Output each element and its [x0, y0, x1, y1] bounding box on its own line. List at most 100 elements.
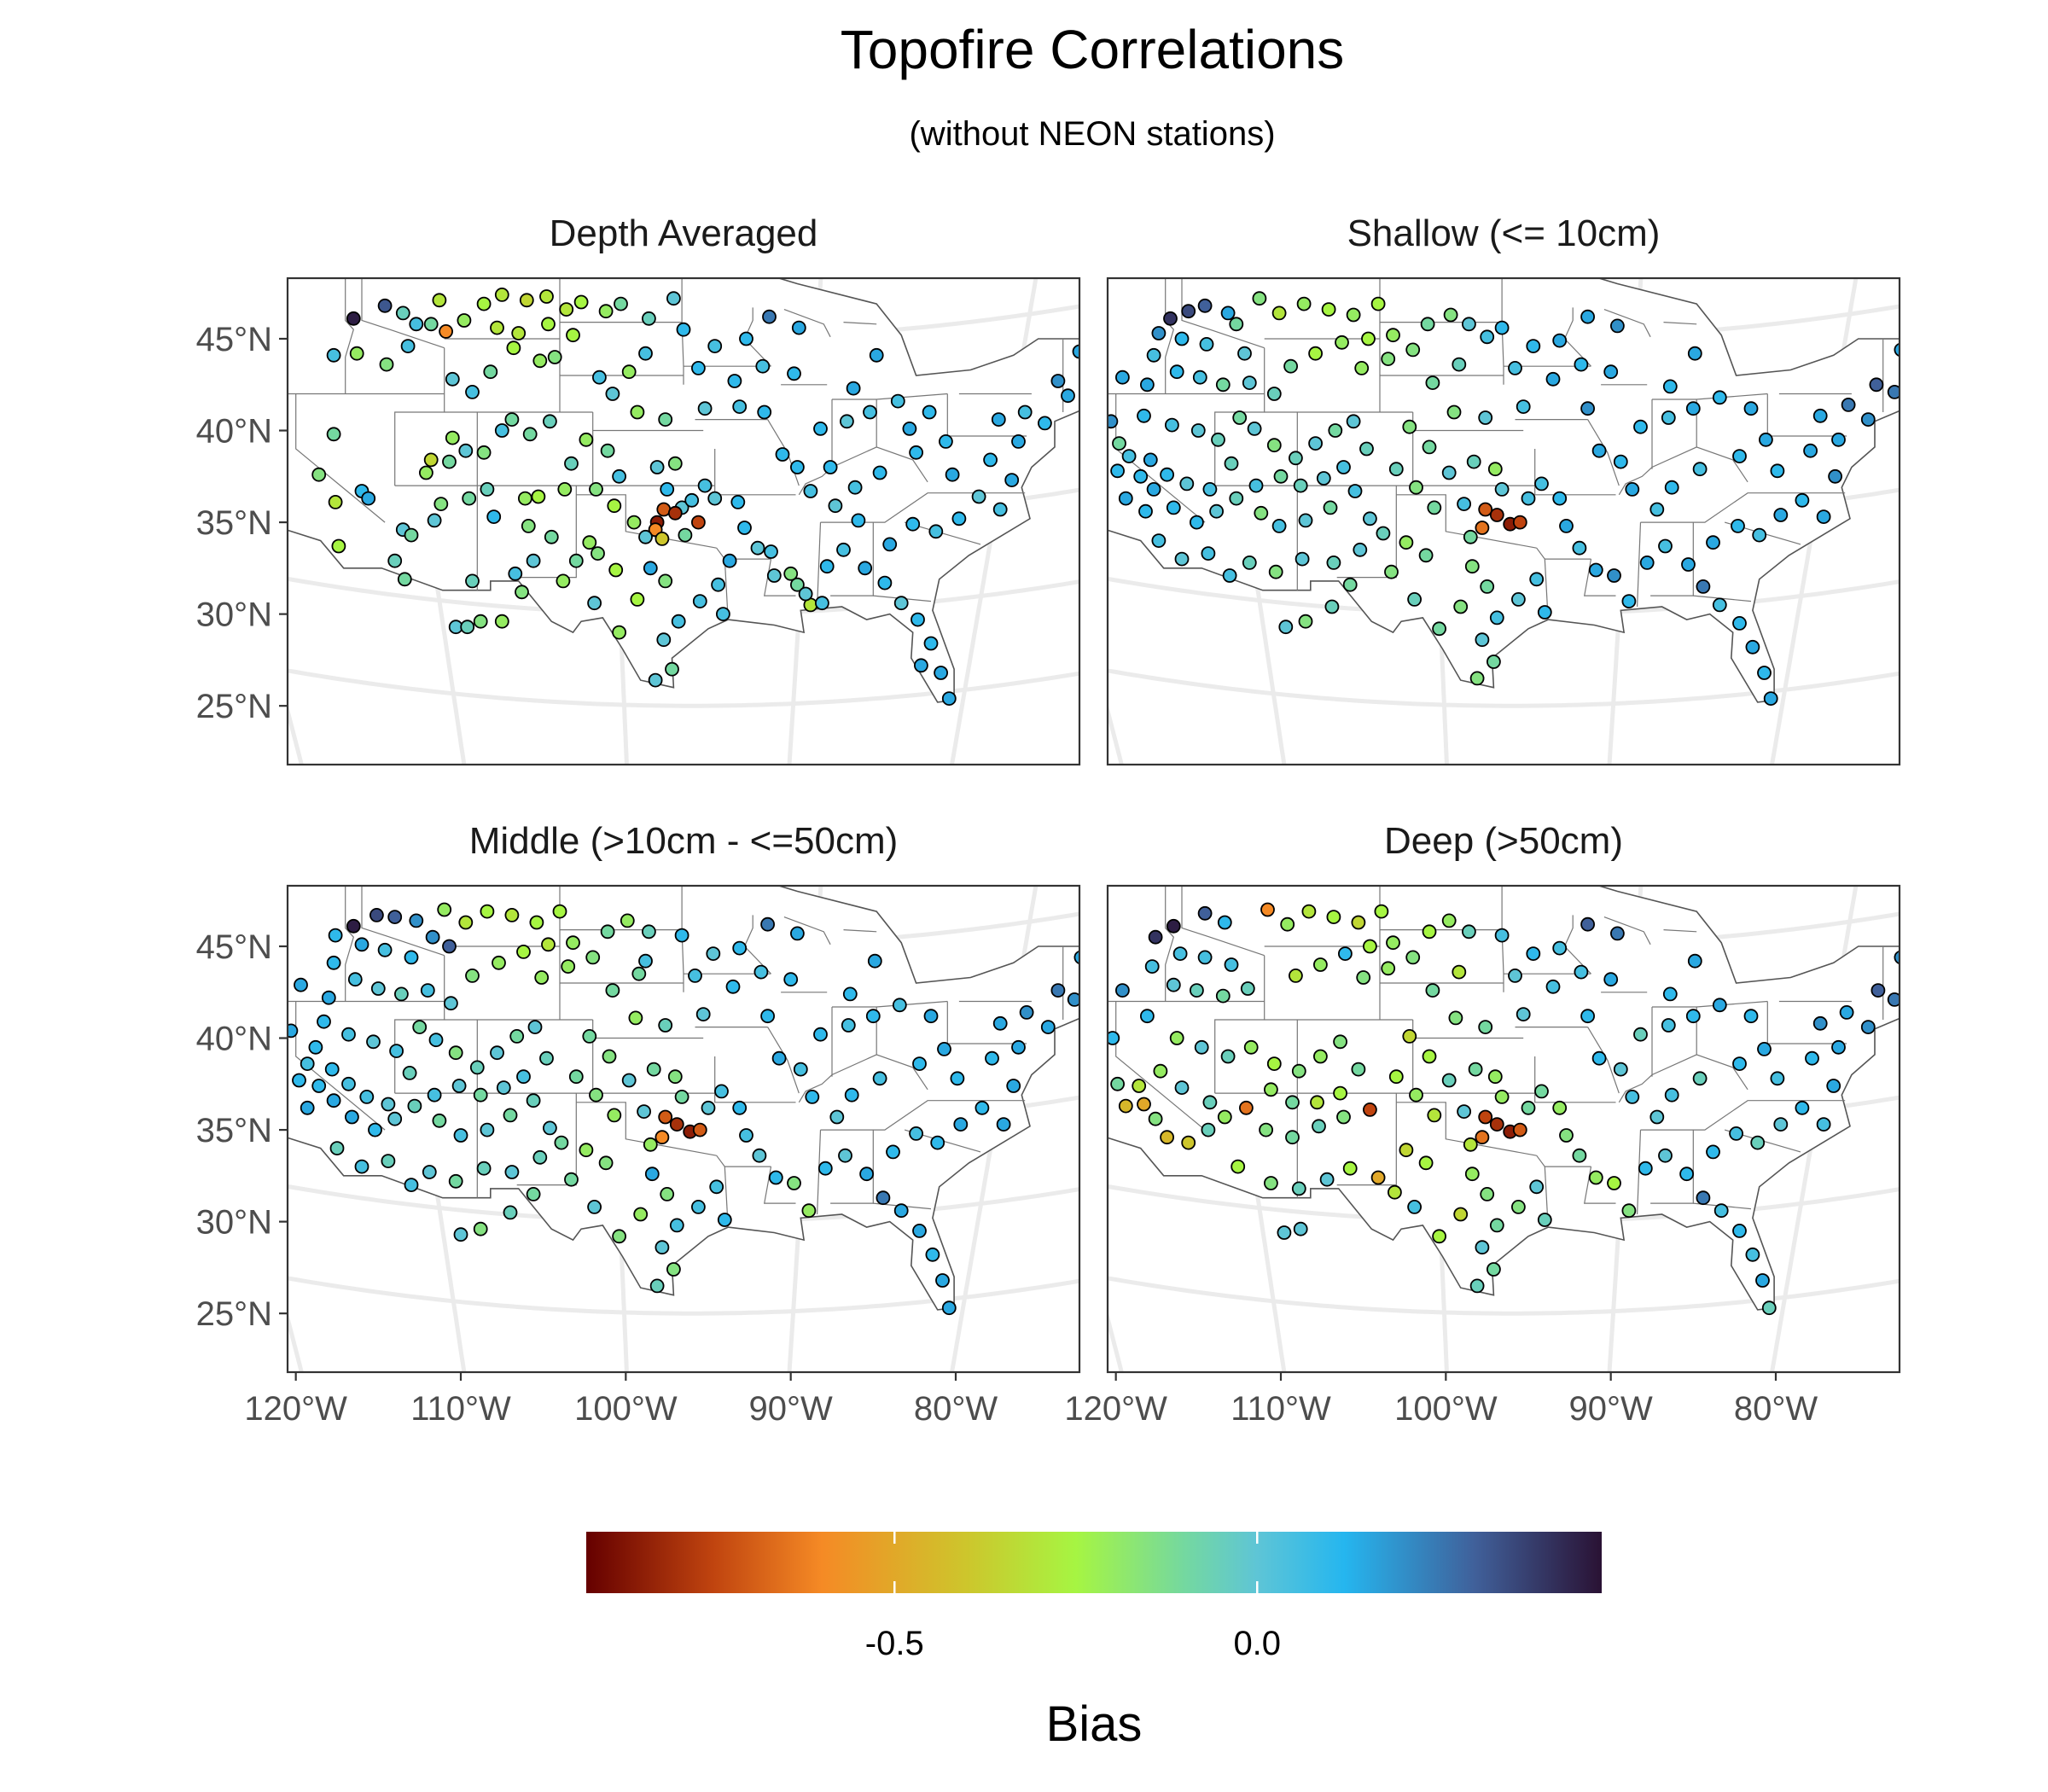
station-point: [674, 1090, 689, 1104]
station-point: [1712, 597, 1727, 613]
station-point: [1732, 616, 1747, 631]
x-tick-label: 80°W: [1734, 1390, 1818, 1428]
station-point: [1011, 1039, 1026, 1055]
station-point: [1197, 298, 1213, 313]
station-point: [531, 489, 546, 504]
station-point: [840, 414, 854, 429]
station-point: [544, 529, 559, 544]
station-point: [1649, 502, 1665, 517]
station-point: [444, 996, 458, 1011]
station-point: [1153, 1063, 1168, 1079]
station-point: [476, 1161, 492, 1176]
station-point: [529, 915, 544, 930]
station-point: [1706, 535, 1720, 550]
station-point: [1489, 1218, 1504, 1233]
station-point: [841, 1018, 856, 1033]
station-point: [768, 1170, 783, 1185]
station-point: [1713, 1203, 1729, 1219]
station-point: [1163, 311, 1178, 326]
station-point: [605, 983, 620, 998]
station-point: [509, 1029, 525, 1044]
station-point: [490, 1045, 504, 1061]
station-point: [669, 1117, 684, 1132]
station-point: [1146, 482, 1161, 497]
station-point: [655, 1240, 670, 1255]
station-point: [300, 1056, 315, 1071]
station-point: [666, 291, 681, 306]
state-boundary: [1165, 886, 1174, 1002]
station-point: [300, 1100, 315, 1115]
facet-panel: Depth Averaged 25°N 30°N 35°N 40°N 45°N: [196, 212, 1081, 766]
station-point: [1110, 1076, 1125, 1091]
station-point: [1432, 621, 1446, 637]
station-point: [1773, 1117, 1789, 1132]
station-point: [1326, 556, 1341, 570]
facet-panel: Shallow (<= 10cm): [1106, 212, 1901, 766]
station-point: [311, 1079, 327, 1093]
station-point: [1831, 1039, 1846, 1055]
station-point: [1293, 478, 1308, 493]
station-point: [451, 1079, 467, 1093]
station-point: [846, 381, 861, 396]
station-point: [526, 553, 541, 568]
station-point: [600, 924, 615, 940]
station-point: [1658, 538, 1673, 554]
station-point: [412, 1020, 428, 1034]
state-boundary: [1663, 322, 1697, 325]
station-point: [404, 950, 419, 965]
station-point: [1242, 375, 1257, 391]
station-point: [1006, 1079, 1021, 1093]
station-point: [707, 491, 723, 506]
station-point: [539, 289, 554, 304]
station-point: [697, 478, 713, 493]
station-point: [1661, 410, 1676, 425]
station-point: [1166, 500, 1181, 515]
state-boundary: [516, 1093, 577, 1186]
station-point: [1625, 482, 1640, 497]
station-point: [1480, 579, 1495, 594]
station-point: [1621, 1203, 1637, 1219]
station-point: [503, 1205, 518, 1220]
station-point: [407, 1098, 422, 1114]
station-point: [445, 371, 460, 387]
station-point: [872, 1071, 887, 1086]
station-point: [951, 511, 967, 527]
station-point: [326, 427, 341, 442]
station-point: [400, 339, 416, 354]
station-point: [612, 1229, 626, 1244]
station-point: [1266, 1056, 1282, 1071]
station-point: [1512, 1122, 1527, 1137]
station-point: [638, 346, 653, 361]
station-point: [1197, 950, 1213, 965]
state-boundary: [1640, 1100, 1846, 1131]
station-point: [909, 1126, 923, 1141]
station-point: [1529, 1179, 1545, 1195]
station-point: [1172, 946, 1188, 961]
station-point: [592, 369, 607, 385]
station-point: [381, 1097, 396, 1112]
station-point: [1603, 972, 1619, 987]
station-point: [1452, 357, 1467, 372]
station-point: [630, 404, 645, 420]
station-point: [526, 1093, 541, 1108]
state-boundary: [1563, 307, 1591, 367]
station-point: [842, 986, 858, 1002]
station-point: [427, 513, 442, 528]
station-point: [1487, 1262, 1501, 1277]
station-point: [766, 568, 782, 583]
station-point: [1072, 344, 1079, 359]
station-point: [975, 1100, 990, 1115]
station-point: [1363, 1103, 1377, 1117]
station-point: [543, 1120, 557, 1136]
station-point: [757, 404, 772, 420]
station-point: [1179, 476, 1195, 492]
station-point: [1466, 454, 1481, 469]
station-point: [1463, 529, 1478, 544]
station-point: [422, 1165, 437, 1179]
station-point: [1887, 992, 1900, 1007]
station-point: [527, 1020, 543, 1034]
station-point: [308, 1039, 323, 1055]
station-point: [922, 404, 937, 420]
facet-title: Middle (>10cm - <=50cm): [469, 820, 899, 862]
station-point: [1534, 476, 1549, 492]
